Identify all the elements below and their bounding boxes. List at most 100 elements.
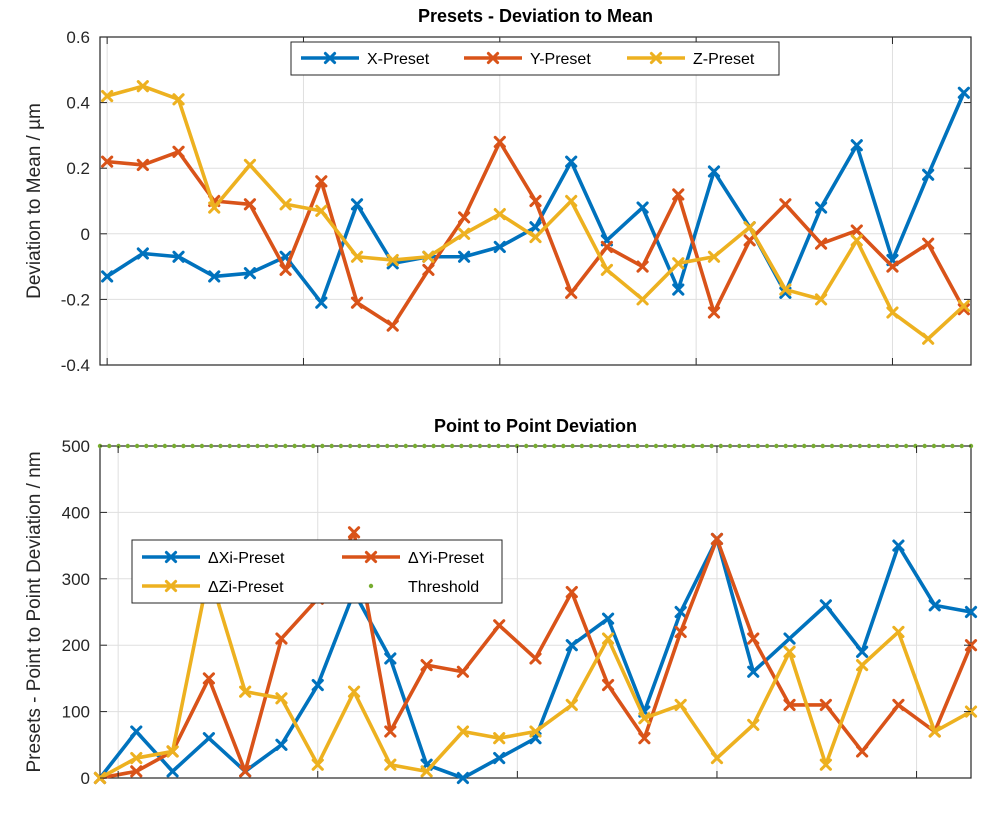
series-yi-preset-point bbox=[892, 698, 905, 712]
series-zi-preset-point bbox=[674, 698, 687, 712]
series-zi-preset-point bbox=[166, 745, 179, 758]
series-zi-preset-point bbox=[347, 685, 361, 698]
series-x-preset-point bbox=[315, 296, 328, 309]
legend-swatch-marker-point bbox=[164, 579, 178, 593]
legend-swatch-marker-point bbox=[164, 550, 178, 564]
series-zi-preset-point bbox=[384, 758, 397, 771]
series-zi-preset-point bbox=[529, 725, 542, 738]
series-zi-preset-point bbox=[239, 685, 252, 698]
series-y-preset-point bbox=[636, 260, 649, 273]
series-x-preset-point bbox=[350, 198, 364, 211]
series-threshold-point bbox=[301, 443, 307, 449]
series-x-preset-point bbox=[136, 247, 149, 260]
series-threshold-point bbox=[190, 443, 195, 449]
series-threshold-point bbox=[922, 443, 927, 449]
series-xi-preset-point bbox=[311, 678, 324, 692]
series-threshold-point bbox=[551, 443, 557, 449]
series-x-preset-point bbox=[957, 86, 970, 99]
series-z-preset-point bbox=[386, 253, 399, 267]
series-threshold-point bbox=[292, 443, 297, 449]
legend-item-y-preset: Y-Preset bbox=[464, 51, 591, 68]
y-tick-label: 0 bbox=[81, 225, 90, 244]
series-yi-preset-point bbox=[747, 632, 760, 645]
series-z-preset-point bbox=[279, 198, 292, 211]
series-z-preset-point bbox=[672, 257, 685, 270]
series-group bbox=[101, 80, 970, 345]
series-threshold-point bbox=[199, 443, 205, 449]
series-threshold-point bbox=[774, 443, 779, 449]
series-yi-preset-point bbox=[130, 765, 143, 778]
series-x-preset-point bbox=[565, 155, 578, 168]
series-threshold-point bbox=[811, 443, 816, 449]
series-threshold-point bbox=[505, 443, 510, 449]
series-xi-preset-point bbox=[493, 751, 506, 765]
series-threshold-point bbox=[477, 443, 483, 449]
chart-title: Presets - Deviation to Mean bbox=[418, 6, 653, 26]
series-threshold-point bbox=[403, 443, 408, 449]
series-threshold-point bbox=[533, 443, 538, 449]
series-threshold-point bbox=[227, 443, 232, 449]
series-threshold-point bbox=[755, 443, 761, 449]
series-threshold-point bbox=[690, 443, 696, 449]
series-threshold-point bbox=[496, 443, 501, 449]
series-threshold-point bbox=[412, 443, 418, 449]
series-threshold-point bbox=[866, 443, 872, 449]
series-threshold-point bbox=[931, 443, 937, 449]
series-y-preset-point bbox=[458, 211, 471, 224]
series-xi-preset-point bbox=[892, 539, 905, 552]
series-threshold-point bbox=[236, 443, 242, 449]
series-y-preset-point bbox=[243, 198, 257, 211]
series-y-preset-point bbox=[101, 155, 114, 168]
series-threshold-point bbox=[709, 443, 714, 449]
series-xi-preset-point bbox=[674, 605, 687, 619]
series-xi-preset-point bbox=[783, 632, 796, 645]
series-x-preset-point bbox=[672, 283, 685, 296]
legend-label: Threshold bbox=[408, 579, 479, 596]
series-yi-preset-point bbox=[601, 678, 615, 692]
series-threshold-point bbox=[422, 443, 427, 449]
series-threshold-point bbox=[653, 443, 659, 449]
series-threshold-point bbox=[459, 443, 464, 449]
series-threshold-point bbox=[107, 443, 112, 449]
series-threshold-point bbox=[468, 443, 473, 449]
series-yi-preset-point bbox=[819, 698, 832, 712]
series-yi-preset-point bbox=[710, 532, 724, 546]
series-zi-preset-point bbox=[892, 625, 905, 639]
series-z-preset-point bbox=[814, 293, 828, 306]
series-xi-preset-point bbox=[456, 771, 470, 785]
y-tick-label: 500 bbox=[62, 437, 90, 456]
series-z-preset-point bbox=[922, 332, 935, 345]
series-yi-preset-point bbox=[638, 732, 651, 745]
series-threshold-point bbox=[857, 443, 863, 449]
series-x-preset-point bbox=[922, 168, 935, 181]
series-y-preset-point bbox=[850, 224, 863, 237]
series-threshold-point bbox=[134, 443, 140, 449]
series-z-preset-point bbox=[458, 227, 471, 240]
grid bbox=[100, 37, 971, 365]
legend: X-Preset Y-Preset Z-Preset bbox=[290, 41, 780, 76]
series-zi-preset-point bbox=[856, 659, 869, 672]
series-y-preset-point bbox=[315, 175, 328, 188]
series-yi-preset-point bbox=[347, 526, 361, 539]
series-threshold-point bbox=[273, 443, 279, 449]
series-z-preset-point bbox=[243, 158, 257, 172]
series-threshold-point bbox=[663, 443, 668, 449]
series-threshold-point bbox=[727, 443, 733, 449]
series-threshold-point bbox=[941, 443, 946, 449]
series-y-preset-point bbox=[565, 286, 578, 299]
series-yi-preset-point bbox=[420, 659, 433, 672]
series-zi-preset-point bbox=[710, 751, 724, 765]
series-threshold-point bbox=[829, 443, 835, 449]
series-y-preset-point bbox=[493, 135, 506, 149]
series-xi-preset-point bbox=[747, 665, 760, 678]
series-threshold-point bbox=[338, 443, 344, 449]
series-threshold-point bbox=[820, 443, 825, 449]
plot-area bbox=[99, 445, 972, 779]
series-threshold-point bbox=[431, 443, 436, 449]
series-y-preset-point bbox=[600, 240, 613, 254]
series-xi-preset-point bbox=[856, 645, 869, 658]
series-zi-preset-point bbox=[783, 645, 796, 658]
series-yi-preset-point bbox=[674, 625, 687, 639]
legend-box bbox=[290, 41, 780, 76]
